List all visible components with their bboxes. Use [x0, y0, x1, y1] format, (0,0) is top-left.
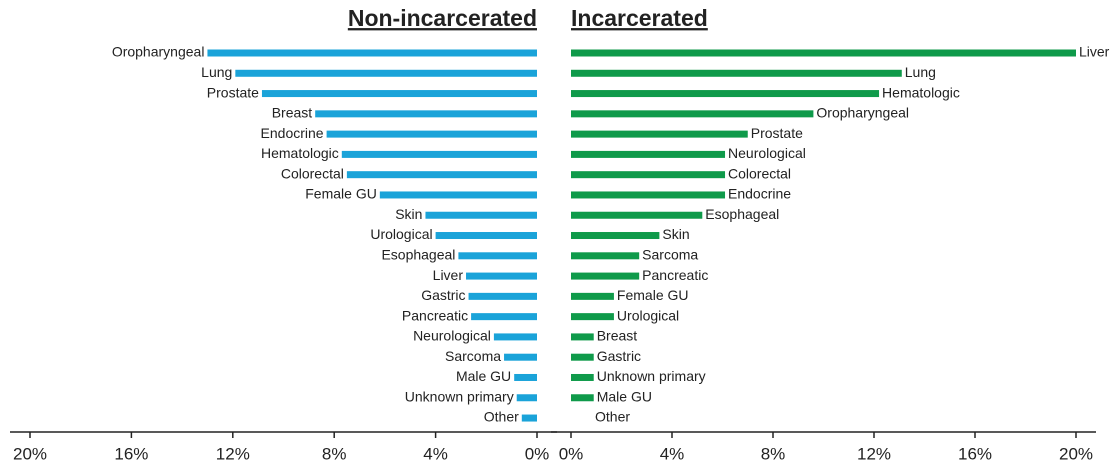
x-tick-label: 4% — [423, 444, 448, 463]
category-label: Skin — [662, 226, 689, 242]
x-tick-label: 12% — [216, 444, 250, 463]
bar — [521, 414, 537, 422]
bar — [346, 171, 537, 179]
bar — [571, 252, 640, 260]
bar — [425, 211, 537, 219]
bar — [571, 373, 594, 381]
bar — [571, 333, 594, 341]
x-tick-label: 0% — [559, 444, 584, 463]
bar — [571, 90, 880, 98]
bar — [466, 272, 537, 280]
category-label: Lung — [201, 64, 232, 80]
category-label: Liver — [1079, 44, 1110, 60]
x-tick-label: 8% — [761, 444, 786, 463]
bar — [504, 353, 537, 361]
bar — [458, 252, 537, 260]
x-tick-label: 4% — [660, 444, 685, 463]
bar — [571, 313, 614, 321]
bar — [341, 150, 537, 158]
chart-title: Non-incarcerated — [348, 5, 537, 31]
category-label: Prostate — [207, 84, 259, 100]
bar — [571, 232, 660, 240]
bar — [571, 394, 594, 402]
category-label: Urological — [370, 226, 432, 242]
category-label: Hematologic — [261, 145, 339, 161]
category-label: Esophageal — [705, 206, 779, 222]
bar — [571, 171, 726, 179]
category-label: Breast — [597, 328, 638, 344]
bar — [571, 49, 1076, 57]
category-label: Unknown primary — [597, 368, 706, 384]
x-tick-label: 20% — [1059, 444, 1093, 463]
x-tick-label: 12% — [857, 444, 891, 463]
category-label: Male GU — [597, 388, 652, 404]
chart-title: Incarcerated — [571, 5, 708, 31]
category-label: Prostate — [751, 125, 803, 141]
bar — [571, 150, 726, 158]
bar — [571, 211, 703, 219]
x-tick-label: 0% — [525, 444, 550, 463]
category-label: Hematologic — [882, 84, 960, 100]
bar — [471, 313, 537, 321]
category-label: Neurological — [413, 328, 491, 344]
category-label: Esophageal — [381, 247, 455, 263]
bar — [571, 130, 748, 138]
bar — [315, 110, 537, 118]
category-label: Other — [595, 409, 630, 425]
category-label: Sarcoma — [642, 247, 698, 263]
bar — [571, 191, 726, 199]
category-label: Colorectal — [728, 165, 791, 181]
category-label: Other — [484, 409, 519, 425]
bar — [235, 69, 537, 77]
category-label: Unknown primary — [405, 388, 514, 404]
category-label: Gastric — [597, 348, 641, 364]
x-tick-label: 8% — [322, 444, 347, 463]
bar — [571, 292, 614, 300]
bar — [207, 49, 537, 57]
category-label: Oropharyngeal — [112, 44, 205, 60]
bar — [571, 69, 902, 77]
category-label: Oropharyngeal — [816, 105, 909, 121]
category-label: Breast — [272, 105, 313, 121]
category-label: Liver — [433, 267, 464, 283]
category-label: Skin — [395, 206, 422, 222]
category-label: Urological — [617, 307, 679, 323]
category-label: Lung — [905, 64, 936, 80]
category-label: Colorectal — [281, 165, 344, 181]
category-label: Endocrine — [261, 125, 324, 141]
category-label: Pancreatic — [642, 267, 708, 283]
category-label: Female GU — [617, 287, 689, 303]
bar — [571, 272, 640, 280]
category-label: Gastric — [421, 287, 465, 303]
category-label: Endocrine — [728, 186, 791, 202]
bar — [379, 191, 537, 199]
category-label: Female GU — [305, 186, 377, 202]
category-label: Sarcoma — [445, 348, 501, 364]
bar — [571, 353, 594, 361]
bar — [468, 292, 537, 300]
bar — [261, 90, 537, 98]
category-label: Male GU — [456, 368, 511, 384]
bar — [493, 333, 537, 341]
x-tick-label: 16% — [114, 444, 148, 463]
bar — [514, 373, 537, 381]
category-label: Neurological — [728, 145, 806, 161]
bar — [435, 232, 537, 240]
bar — [516, 394, 537, 402]
bar — [571, 110, 814, 118]
category-label: Pancreatic — [402, 307, 468, 323]
x-tick-label: 16% — [958, 444, 992, 463]
x-tick-label: 20% — [13, 444, 47, 463]
bar — [326, 130, 537, 138]
